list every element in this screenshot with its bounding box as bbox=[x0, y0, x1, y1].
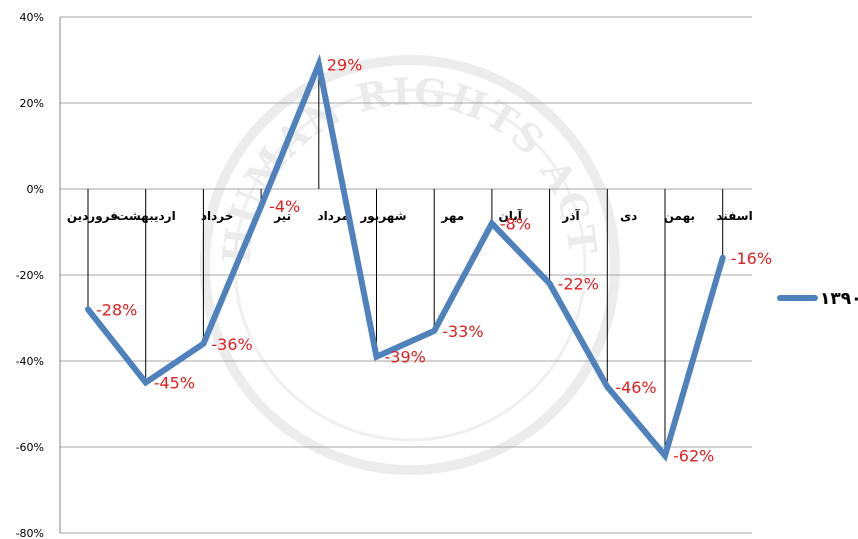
x-tick-label: آذر bbox=[561, 208, 580, 223]
data-label: -4% bbox=[269, 197, 300, 216]
y-tick-label: 40% bbox=[20, 11, 44, 24]
data-label: -46% bbox=[615, 378, 656, 397]
legend: ۱۳۹۰ bbox=[777, 289, 858, 309]
data-point bbox=[85, 306, 91, 312]
data-point bbox=[489, 220, 495, 226]
y-tick-label: -40% bbox=[16, 355, 44, 368]
data-point bbox=[143, 380, 149, 385]
legend-label: ۱۳۹۰ bbox=[820, 289, 858, 309]
data-label: -28% bbox=[96, 300, 137, 319]
y-tick-label: -20% bbox=[16, 269, 44, 282]
data-point bbox=[662, 453, 668, 459]
data-label: -45% bbox=[154, 374, 195, 393]
x-tick-label: فروردین bbox=[67, 209, 118, 224]
x-tick-label: اردیبهشت bbox=[116, 209, 175, 223]
data-point bbox=[316, 61, 322, 67]
data-point bbox=[547, 281, 553, 287]
data-label: -33% bbox=[442, 322, 483, 341]
data-point bbox=[604, 384, 610, 390]
y-tick-label: -80% bbox=[16, 527, 44, 539]
data-point bbox=[200, 341, 206, 347]
data-point bbox=[720, 255, 726, 261]
x-tick-label: مهر bbox=[440, 209, 464, 223]
data-label: -8% bbox=[500, 214, 531, 233]
x-tick-label: آبان bbox=[499, 208, 523, 223]
data-label: -16% bbox=[731, 249, 772, 268]
watermark-seal: HUMAN RIGHTS ACTIVISTS bbox=[0, 0, 620, 475]
data-label: -39% bbox=[385, 348, 426, 367]
x-tick-label: تیر bbox=[273, 209, 291, 223]
data-point bbox=[258, 203, 264, 209]
x-tick-label: دی bbox=[620, 209, 637, 223]
y-tick-label: 0% bbox=[27, 183, 44, 196]
y-tick-label: -60% bbox=[16, 441, 44, 454]
data-point bbox=[374, 354, 379, 360]
y-tick-label: 20% bbox=[20, 97, 44, 110]
x-tick-label: خرداد bbox=[201, 209, 234, 223]
data-label: -36% bbox=[211, 335, 252, 354]
data-point bbox=[431, 328, 437, 334]
x-tick-label: شهریور bbox=[359, 209, 406, 224]
data-label: -22% bbox=[558, 275, 599, 294]
data-label: 29% bbox=[327, 55, 363, 74]
data-label: -62% bbox=[673, 447, 714, 466]
series-line bbox=[85, 53, 726, 462]
x-tick-label: اسفند bbox=[716, 209, 752, 223]
x-tick-label: بهمن bbox=[664, 209, 695, 223]
x-tick-label: مرداد bbox=[317, 209, 348, 223]
